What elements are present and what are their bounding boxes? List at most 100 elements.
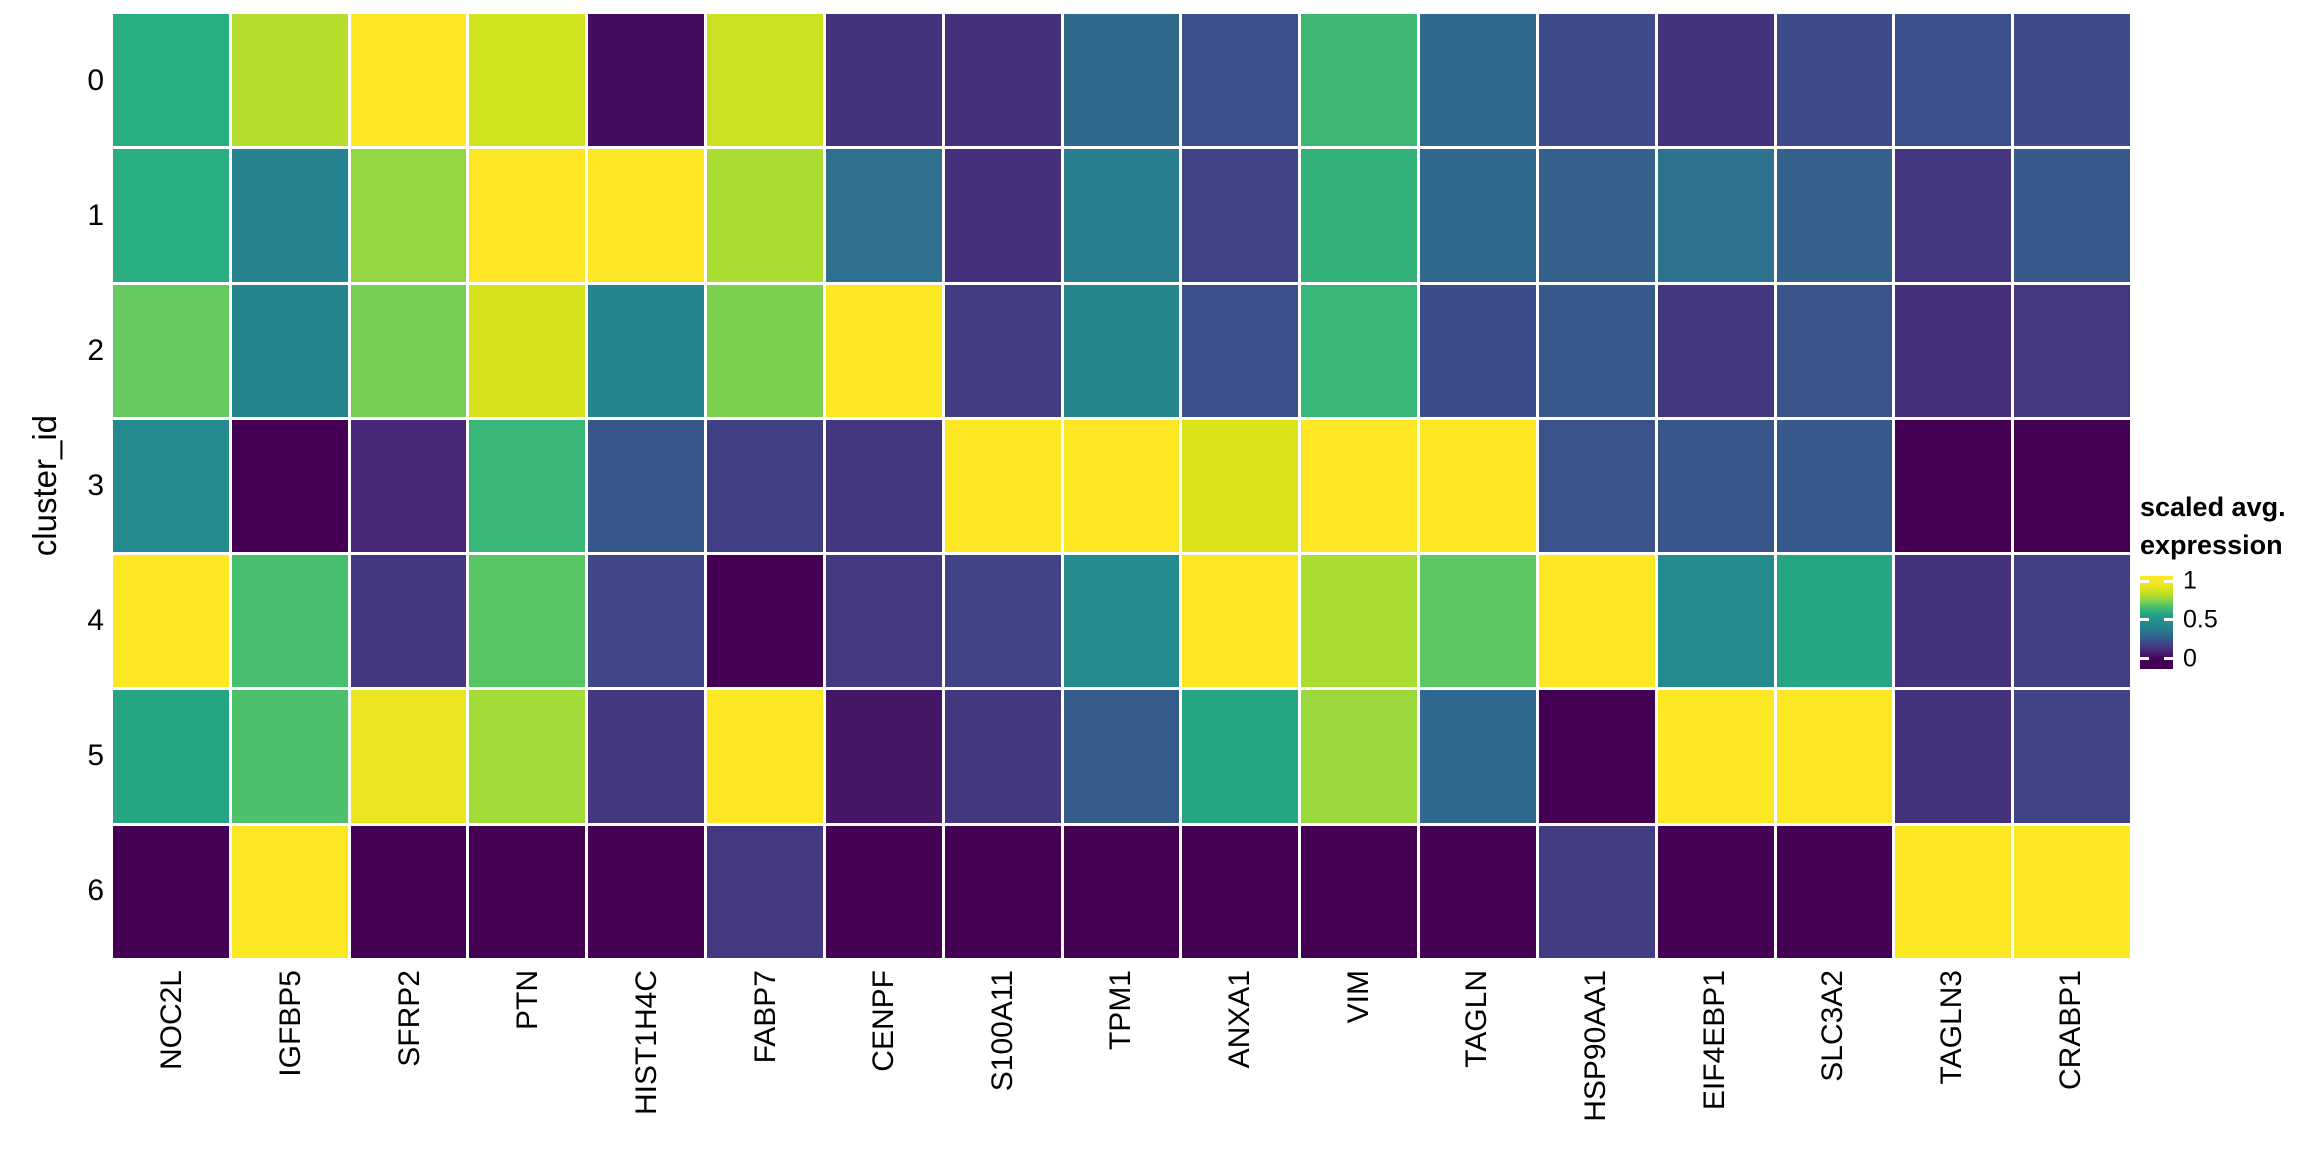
x-tick-label: TPM1: [1104, 970, 1138, 1051]
x-tick-label: EIF4EBP1: [1697, 970, 1731, 1111]
heatmap-cell: [944, 284, 1061, 417]
heatmap-cell: [1538, 14, 1655, 147]
heatmap-cell: [944, 419, 1061, 553]
heatmap-cell: [350, 690, 467, 823]
heatmap-cell: [2014, 14, 2130, 147]
heatmap-cell: [1182, 149, 1299, 282]
heatmap-cell: [469, 419, 586, 553]
x-tick-label: VIM: [1341, 970, 1375, 1024]
heatmap-cell: [825, 690, 942, 823]
heatmap-cell: [113, 149, 229, 282]
heatmap-cell: [2014, 825, 2130, 958]
legend-tick-mark: [2140, 618, 2149, 622]
heatmap-cell: [1182, 825, 1299, 958]
heatmap-cell: [707, 284, 823, 417]
heatmap-cell: [231, 690, 348, 823]
heatmap-cell: [1538, 419, 1655, 553]
x-tick-label: FABP7: [748, 970, 782, 1064]
legend-colorbar: [2140, 576, 2173, 669]
heatmap-cell: [1657, 14, 1774, 147]
heatmap-cell: [113, 825, 229, 958]
heatmap-cell: [2014, 419, 2130, 553]
heatmap-cell: [469, 149, 586, 282]
heatmap-cell: [1420, 149, 1536, 282]
y-tick-label: 4: [87, 603, 104, 637]
heatmap-cell: [1538, 690, 1655, 823]
heatmap-cell: [113, 284, 229, 417]
heatmap-cell: [350, 284, 467, 417]
heatmap-cell: [1657, 690, 1774, 823]
heatmap-cell: [944, 149, 1061, 282]
heatmap-cell: [588, 419, 705, 553]
heatmap-cell: [944, 690, 1061, 823]
legend-title: scaled avg. expression: [2140, 488, 2304, 564]
heatmap-cell: [1063, 14, 1180, 147]
heatmap-cell: [2014, 149, 2130, 282]
heatmap-cell: [469, 14, 586, 147]
heatmap-cell: [1776, 690, 1893, 823]
x-tick-label: SFRP2: [392, 970, 426, 1067]
heatmap-cell: [1895, 284, 2012, 417]
y-tick-label: 6: [87, 873, 104, 907]
x-tick-label: CENPF: [867, 970, 901, 1072]
heatmap-cell: [113, 14, 229, 147]
legend: scaled avg. expression 1 0.5 0: [2140, 488, 2304, 672]
heatmap-cell: [1420, 825, 1536, 958]
heatmap-cell: [1776, 419, 1893, 553]
heatmap-cell: [469, 825, 586, 958]
heatmap-cell: [469, 555, 586, 688]
heatmap-cell: [1895, 14, 2012, 147]
heatmap-cell: [707, 14, 823, 147]
heatmap-cell: [707, 825, 823, 958]
legend-tick-mark: [2164, 618, 2173, 622]
heatmap-cell: [1657, 555, 1774, 688]
heatmap-cell: [1063, 419, 1180, 553]
heatmap-cell: [1063, 149, 1180, 282]
heatmap-cell: [1776, 825, 1893, 958]
heatmap-cell: [350, 555, 467, 688]
heatmap-cell: [1420, 690, 1536, 823]
heatmap-cell: [1538, 284, 1655, 417]
y-tick-label: 0: [87, 64, 104, 98]
heatmap-cell: [1063, 825, 1180, 958]
heatmap-cell: [1538, 555, 1655, 688]
heatmap-cell: [1301, 14, 1418, 147]
heatmap-cell: [588, 149, 705, 282]
heatmap-cell: [350, 149, 467, 282]
heatmap-cell: [2014, 284, 2130, 417]
heatmap-cell: [2014, 690, 2130, 823]
heatmap-cell: [113, 419, 229, 553]
heatmap-cell: [1538, 149, 1655, 282]
heatmap-cell: [350, 419, 467, 553]
heatmap-cell: [1182, 690, 1299, 823]
heatmap-cell: [707, 555, 823, 688]
y-tick-label: 3: [87, 469, 104, 502]
heatmap-cell: [588, 555, 705, 688]
heatmap-cell: [1182, 14, 1299, 147]
legend-tick-label: 0: [2183, 644, 2197, 673]
heatmap-cell: [1895, 555, 2012, 688]
heatmap-cell: [350, 825, 467, 958]
y-axis-tick-labels: 0 1 2 3 4 5 6: [0, 14, 104, 958]
heatmap-cell: [2014, 555, 2130, 688]
heatmap-cell: [825, 284, 942, 417]
heatmap-cell: [1301, 419, 1418, 553]
heatmap-cell: [1063, 284, 1180, 417]
heatmap-cell: [1657, 284, 1774, 417]
heatmap-cell: [1182, 555, 1299, 688]
heatmap-cell: [469, 284, 586, 417]
heatmap-cell: [1182, 419, 1299, 553]
x-tick-label: NOC2L: [155, 970, 189, 1071]
heatmap-cell: [1420, 284, 1536, 417]
heatmap-cell: [113, 690, 229, 823]
heatmap-cell: [350, 14, 467, 147]
heatmap-cell: [1657, 825, 1774, 958]
heatmap-cell: [1301, 825, 1418, 958]
heatmap-cell: [231, 419, 348, 553]
heatmap-cell: [944, 825, 1061, 958]
y-tick-label: 1: [87, 199, 104, 233]
heatmap-cell: [1420, 419, 1536, 553]
y-tick-label: 2: [87, 334, 104, 368]
heatmap-cell: [113, 555, 229, 688]
